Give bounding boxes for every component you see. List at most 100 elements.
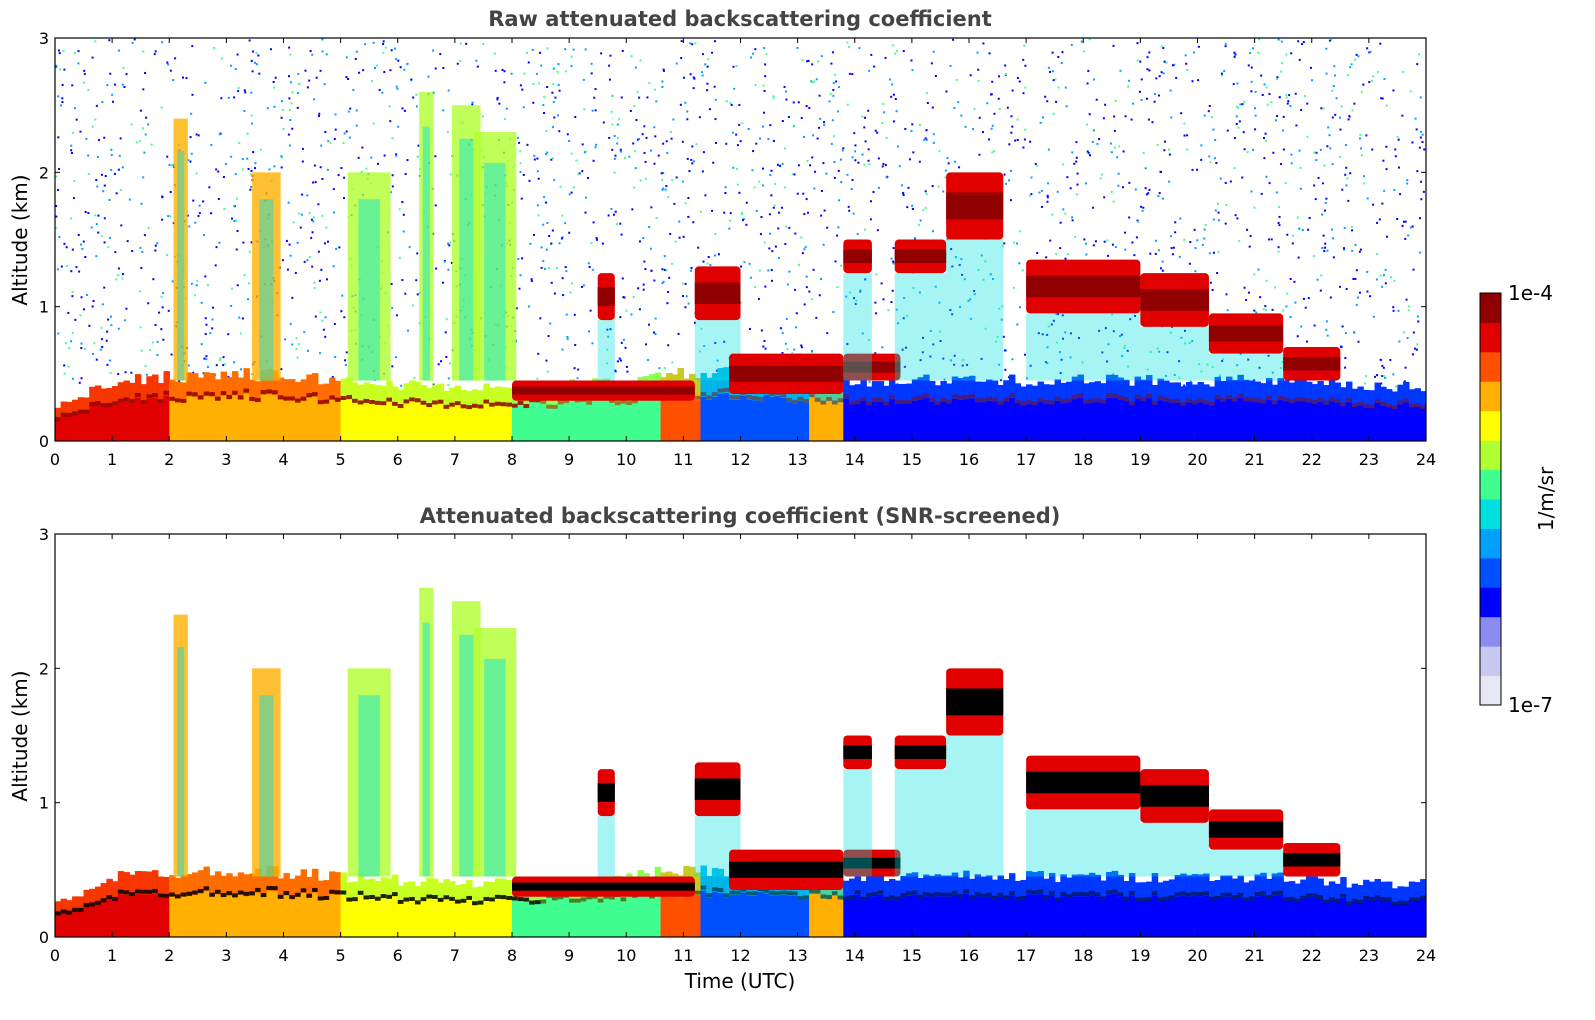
noise-pixel <box>1412 268 1415 271</box>
noise-pixel <box>1359 133 1362 136</box>
noise-pixel <box>58 167 61 170</box>
noise-pixel <box>645 343 648 346</box>
noise-pixel <box>763 47 766 50</box>
boundary-layer-shading <box>980 381 987 403</box>
boundary-layer-top-band <box>1123 896 1130 901</box>
boundary-layer-column <box>283 873 290 937</box>
noise-pixel <box>190 282 193 285</box>
noise-pixel <box>738 191 741 194</box>
noise-pixel <box>160 106 163 109</box>
boundary-layer-top-band <box>1317 397 1324 402</box>
noise-pixel <box>1312 151 1315 154</box>
boundary-layer-top-band <box>1208 896 1216 901</box>
boundary-layer-shading <box>403 383 410 404</box>
boundary-layer-column <box>677 875 684 937</box>
boundary-layer-top-band <box>340 395 347 400</box>
boundary-layer-column <box>757 867 764 937</box>
noise-pixel <box>1359 137 1362 140</box>
boundary-layer-top-band <box>831 400 839 405</box>
noise-pixel <box>334 113 337 116</box>
noise-pixel <box>1047 148 1050 151</box>
boundary-layer-top-band <box>232 893 239 898</box>
noise-pixel <box>662 68 665 71</box>
noise-pixel <box>864 278 867 281</box>
boundary-layer-top-band <box>323 399 330 404</box>
noise-pixel <box>326 278 329 281</box>
noise-pixel <box>403 68 406 71</box>
noise-pixel <box>1346 177 1349 180</box>
noise-pixel <box>1086 150 1089 153</box>
noise-pixel <box>903 297 906 300</box>
noise-pixel <box>1359 147 1362 150</box>
noise-pixel <box>868 380 871 383</box>
noise-pixel <box>1353 331 1356 334</box>
noise-pixel <box>1134 188 1137 191</box>
noise-pixel <box>1179 217 1182 220</box>
noise-pixel <box>1331 116 1334 119</box>
boundary-layer-column <box>1311 384 1319 441</box>
noise-pixel <box>70 144 73 147</box>
boundary-layer-top-band <box>1351 898 1359 903</box>
x-tick-label: 24 <box>1416 450 1436 469</box>
noise-pixel <box>554 96 557 99</box>
noise-pixel <box>537 82 540 85</box>
noise-pixel <box>632 142 635 145</box>
boundary-layer-shading <box>934 874 942 897</box>
boundary-layer-column <box>60 898 68 937</box>
noise-pixel <box>1099 177 1102 180</box>
noise-pixel <box>1066 176 1069 179</box>
boundary-layer-top-band <box>369 400 376 405</box>
noise-pixel <box>519 162 522 165</box>
noise-pixel <box>1144 187 1147 190</box>
noise-pixel <box>693 77 696 80</box>
noise-pixel <box>1064 331 1067 334</box>
noise-pixel <box>792 101 795 104</box>
boundary-layer-top-band <box>906 399 913 404</box>
noise-pixel <box>214 264 217 267</box>
noise-pixel <box>1260 192 1263 195</box>
noise-pixel <box>140 266 143 269</box>
boundary-layer-column <box>203 866 210 937</box>
boundary-layer-top-band <box>460 898 467 903</box>
noise-pixel <box>682 76 685 79</box>
noise-pixel <box>471 101 474 104</box>
x-tick-label: 16 <box>959 946 979 965</box>
noise-pixel <box>662 187 665 190</box>
noise-pixel <box>846 343 849 346</box>
boundary-layer-top-band <box>580 897 587 902</box>
boundary-layer-top-band <box>1111 393 1119 398</box>
noise-pixel <box>57 49 60 52</box>
noise-pixel <box>689 42 692 45</box>
boundary-layer-shading <box>871 381 879 403</box>
noise-pixel <box>352 89 355 92</box>
noise-pixel <box>242 241 245 244</box>
noise-pixel <box>145 373 148 376</box>
boundary-layer-shading <box>55 407 62 420</box>
noise-pixel <box>59 68 62 71</box>
noise-pixel <box>984 327 987 330</box>
noise-pixel <box>141 250 144 253</box>
aerosol-plume-core <box>422 622 430 877</box>
noise-pixel <box>222 175 225 178</box>
noise-pixel <box>1197 363 1200 366</box>
noise-pixel <box>691 145 694 148</box>
boundary-layer-top-band <box>146 394 153 399</box>
noise-pixel <box>1217 211 1220 214</box>
boundary-layer-top-band <box>1054 897 1061 902</box>
cloud-core <box>894 249 947 264</box>
noise-pixel <box>191 93 194 96</box>
noise-pixel <box>1149 252 1152 255</box>
noise-pixel <box>684 282 687 285</box>
boundary-layer-shading <box>420 881 427 902</box>
boundary-layer-column <box>1140 379 1147 441</box>
noise-pixel <box>698 116 701 119</box>
aerosol-plume <box>419 587 434 877</box>
noise-pixel <box>87 212 90 215</box>
noise-pixel <box>706 262 709 265</box>
noise-pixel <box>1107 343 1110 346</box>
noise-pixel <box>1087 152 1090 155</box>
boundary-layer-column <box>557 879 565 937</box>
noise-pixel <box>1321 182 1324 185</box>
noise-pixel <box>661 179 664 182</box>
noise-pixel <box>607 335 610 338</box>
